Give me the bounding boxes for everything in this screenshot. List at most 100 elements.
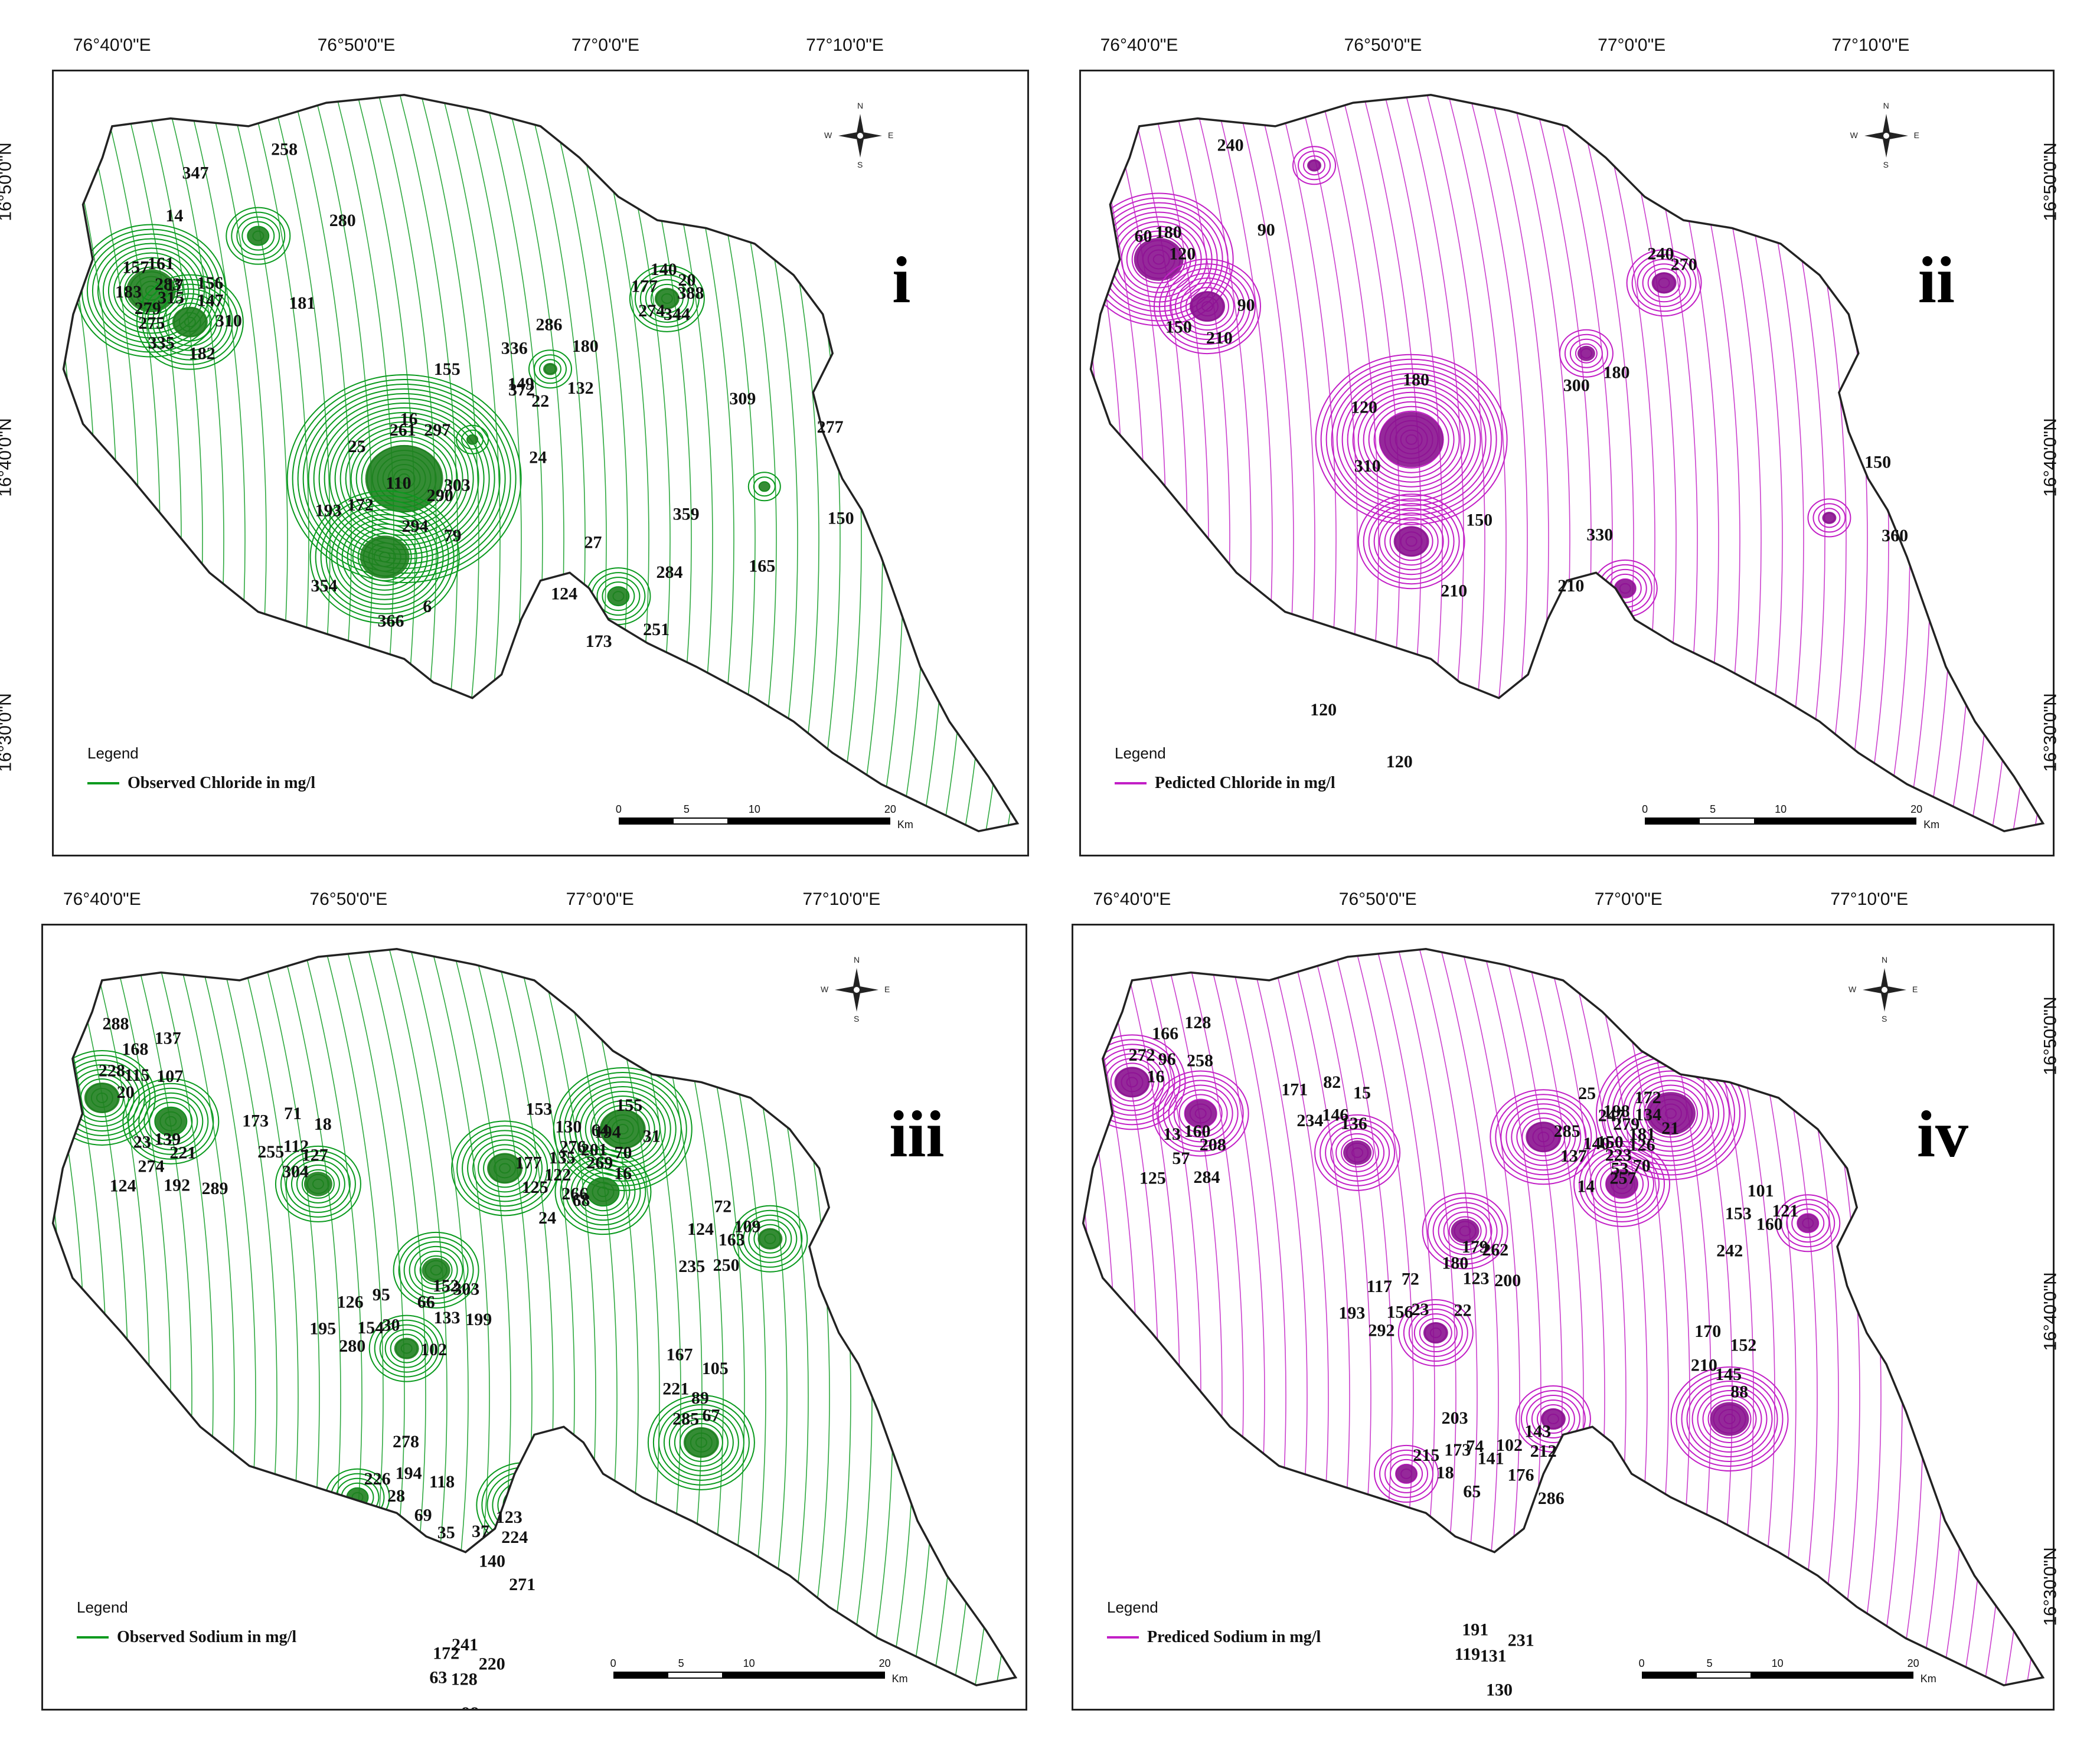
contour-value-label: 79 xyxy=(444,526,462,545)
contour-value-label: 128 xyxy=(451,1670,478,1689)
contour-value-label: 224 xyxy=(501,1528,528,1547)
isoline xyxy=(138,94,203,832)
contour-value-label: 18 xyxy=(314,1114,332,1134)
contour-value-label: 166 xyxy=(1152,1023,1178,1043)
scale-tick: 20 xyxy=(1910,803,1923,815)
isoline xyxy=(1102,94,1167,832)
contour-value-label: 180 xyxy=(1603,363,1630,382)
isoline xyxy=(159,94,224,832)
contour-value-label: 300 xyxy=(1563,376,1590,395)
isoline xyxy=(946,94,1011,832)
contour-hotspot xyxy=(1626,249,1702,317)
contour-value-label: 315 xyxy=(158,288,184,308)
isoline xyxy=(1753,949,1818,1686)
contour-value-label: 221 xyxy=(169,1143,196,1163)
contour-value-label: 247 xyxy=(1598,1106,1625,1125)
contour-value-label: 181 xyxy=(289,293,315,313)
isoline xyxy=(1548,94,1613,832)
contour-value-label: 28 xyxy=(387,1486,405,1506)
contour-value-label: 303 xyxy=(453,1280,479,1299)
contour-value-label: 191 xyxy=(1462,1620,1488,1640)
contour-value-label: 21 xyxy=(1661,1119,1679,1138)
scale-tick: 20 xyxy=(1907,1657,1919,1669)
contour-value-label: 149 xyxy=(508,374,534,394)
contour-value-label: 137 xyxy=(155,1029,181,1048)
isoline xyxy=(436,94,501,832)
legend-entry: Observed Sodium in mg/l xyxy=(77,1628,296,1647)
contour-value-label: 180 xyxy=(1403,370,1429,390)
contour-value-label: 152 xyxy=(433,1276,459,1296)
contour-value-label: 64 xyxy=(591,1120,609,1140)
contour-value-label: 89 xyxy=(691,1388,709,1408)
contour-value-label: 274 xyxy=(638,301,665,321)
contour-value-label: 163 xyxy=(718,1230,745,1250)
contour-hotspot xyxy=(1314,1114,1401,1191)
contour-value-label: 258 xyxy=(1187,1051,1213,1071)
isoline xyxy=(1208,94,1273,832)
isoline xyxy=(1250,94,1315,832)
isoline xyxy=(935,949,1000,1686)
contour-value-label: 139 xyxy=(154,1129,181,1149)
contour-value-label: 135 xyxy=(549,1148,576,1168)
isoline xyxy=(1083,949,1138,1686)
isoline xyxy=(276,949,341,1686)
district-boundary xyxy=(51,948,1018,1687)
isoline xyxy=(1477,949,1541,1686)
contour-value-label: 284 xyxy=(657,563,683,582)
contour-value-label: 210 xyxy=(1441,581,1467,601)
contour-value-label: 220 xyxy=(479,1654,505,1673)
contour-value-label: 150 xyxy=(1864,453,1891,472)
isoline xyxy=(616,949,681,1686)
compass-letter: E xyxy=(1912,984,1918,994)
contour-value-label: 212 xyxy=(1530,1441,1557,1461)
isoline xyxy=(1010,94,1018,832)
isoline xyxy=(1187,94,1252,832)
contour-value-label: 366 xyxy=(378,611,404,630)
contour-value-label: 110 xyxy=(386,473,411,493)
legend-title: Legend xyxy=(77,1598,128,1616)
contour-map-i: 17 335 16 6 14 20 22 27 24 359 161 182 25 79 147 140 132… xyxy=(62,94,1020,833)
contour-value-label: 354 xyxy=(311,576,338,596)
contour-value-label: 20 xyxy=(117,1083,135,1102)
contour-hotspot xyxy=(136,274,244,370)
contour-value-label: 24 xyxy=(529,447,547,467)
contour-value-label: 172 xyxy=(1635,1088,1661,1107)
longitude-label: 77°10'0"E xyxy=(1831,35,1910,55)
contour-value-label: 173 xyxy=(1444,1440,1471,1460)
contour-value-label: 120 xyxy=(1169,244,1196,264)
isoline xyxy=(1229,94,1294,832)
contour-value-label: 63 xyxy=(429,1668,447,1688)
scale-tick: 5 xyxy=(678,1657,684,1669)
longitude-label: 76°50'0"E xyxy=(1338,890,1417,909)
contour-value-label: 102 xyxy=(1496,1435,1523,1455)
contour-value-label: 18 xyxy=(1436,1463,1454,1482)
contour-hotspot xyxy=(1374,1444,1439,1503)
isoline xyxy=(191,949,256,1686)
legend-entry: Observed Chloride in mg/l xyxy=(87,774,315,793)
contour-hotspot xyxy=(629,264,705,332)
scale-unit: Km xyxy=(1923,819,1940,830)
contour-value-label: 275 xyxy=(138,313,165,333)
latitude-label: 16°40'0"N xyxy=(0,418,15,497)
isoline xyxy=(1498,949,1563,1686)
isoline xyxy=(1090,94,1103,832)
legend-entry: Pedicted Chloride in mg/l xyxy=(1115,774,1335,793)
contour-value-label: 124 xyxy=(687,1219,714,1239)
contour-value-label: 70 xyxy=(615,1143,632,1163)
isoline xyxy=(606,94,671,832)
contour-value-label: 16 xyxy=(1147,1067,1165,1086)
isoline xyxy=(1123,94,1188,832)
scale-tick: 5 xyxy=(683,803,690,815)
isoline xyxy=(1633,94,1698,832)
contour-value-label: 223 xyxy=(1605,1145,1632,1165)
contour-value-label: 155 xyxy=(616,1096,642,1115)
legend-swatch xyxy=(1107,1636,1139,1639)
contour-value-label: 155 xyxy=(434,359,461,379)
contour-value-label: 167 xyxy=(667,1345,693,1365)
scale-bar: 0 5 10 20 Km xyxy=(610,1657,908,1693)
longitude-label: 77°0'0"E xyxy=(1594,890,1663,909)
isoline xyxy=(1583,949,1648,1686)
contour-value-label: 140 xyxy=(651,260,677,279)
contour-value-label: 25 xyxy=(348,437,366,456)
contour-value-label: 57 xyxy=(1172,1149,1190,1168)
